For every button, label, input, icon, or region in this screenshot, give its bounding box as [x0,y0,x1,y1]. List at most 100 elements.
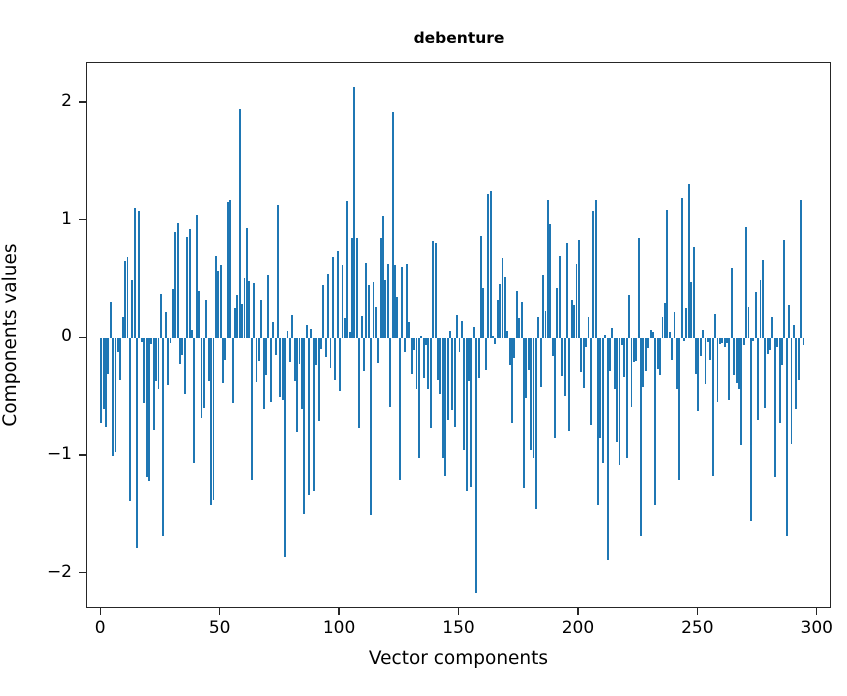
bar [776,338,779,347]
bar [556,287,559,339]
bar [506,331,509,339]
bar [224,338,227,360]
bar [186,237,189,339]
bar [288,338,291,362]
bar [752,338,755,341]
bar [611,327,614,339]
bar [150,338,153,345]
bar [169,338,172,344]
bar [403,338,406,353]
bar-series [87,63,830,607]
bar [269,338,272,402]
bar [205,299,208,339]
bar [644,338,647,372]
bar [415,338,418,389]
bar [764,338,767,408]
bar [788,305,791,339]
bar [281,338,284,400]
bar [121,317,124,339]
bar [740,338,743,446]
bar [286,331,289,339]
bar [494,338,497,345]
bar [222,338,224,384]
bar [315,338,318,366]
y-tick-label: 2 [61,91,72,111]
bar [198,291,201,339]
bar [532,338,535,459]
bar [671,338,674,360]
bar [174,232,177,339]
bar [191,330,193,339]
x-tick-mark [816,608,818,615]
bar [401,266,404,339]
bar [613,338,616,389]
bar [422,338,425,379]
bar [695,338,697,374]
bar [429,338,432,428]
bar [157,338,160,389]
x-tick-mark [218,608,221,615]
bar [226,201,229,339]
bar [200,338,203,419]
bar [417,338,420,459]
bar [582,338,585,388]
bar [678,338,681,480]
y-tick-mark [79,101,86,103]
bar [167,338,170,386]
bar [585,338,588,347]
bar [589,338,592,426]
bar [396,297,399,339]
bar [680,198,683,339]
bar [243,278,246,339]
bar [363,338,365,372]
bar [427,338,430,389]
bar [250,338,253,480]
bar [568,338,571,432]
bar [155,338,158,381]
bar [102,338,105,409]
bar [733,338,736,375]
bar [716,338,719,402]
bar [625,338,628,459]
bar [458,338,461,353]
bar [604,334,607,339]
bar [453,338,456,427]
bar [219,265,222,339]
y-tick-mark [79,571,86,574]
bar [229,199,232,339]
bar [632,338,635,362]
bar [609,338,611,372]
y-tick-mark [79,454,86,456]
bar [647,338,650,348]
bar [260,299,263,339]
bar [432,240,435,339]
bar [298,338,301,365]
bar [599,338,602,439]
bar [367,285,370,339]
bar [148,338,150,481]
bar [238,108,241,339]
bar [554,338,556,439]
bar [683,338,685,341]
bar [112,338,115,457]
bar [140,338,143,342]
bar [133,207,136,339]
bar [530,338,533,451]
bar [537,317,540,339]
bar [274,338,277,355]
bar [592,211,595,339]
bar [391,112,394,339]
bar [382,215,385,339]
bar [334,338,337,380]
bar [699,338,702,356]
bar [735,338,738,384]
bar [114,338,117,453]
bar [305,325,308,339]
bar [296,338,299,433]
bar [711,338,714,477]
bar [408,321,411,339]
chart-title-line-1: debenture [413,29,505,48]
plot-frame [86,62,831,608]
bar [136,338,138,548]
bar [394,265,396,339]
